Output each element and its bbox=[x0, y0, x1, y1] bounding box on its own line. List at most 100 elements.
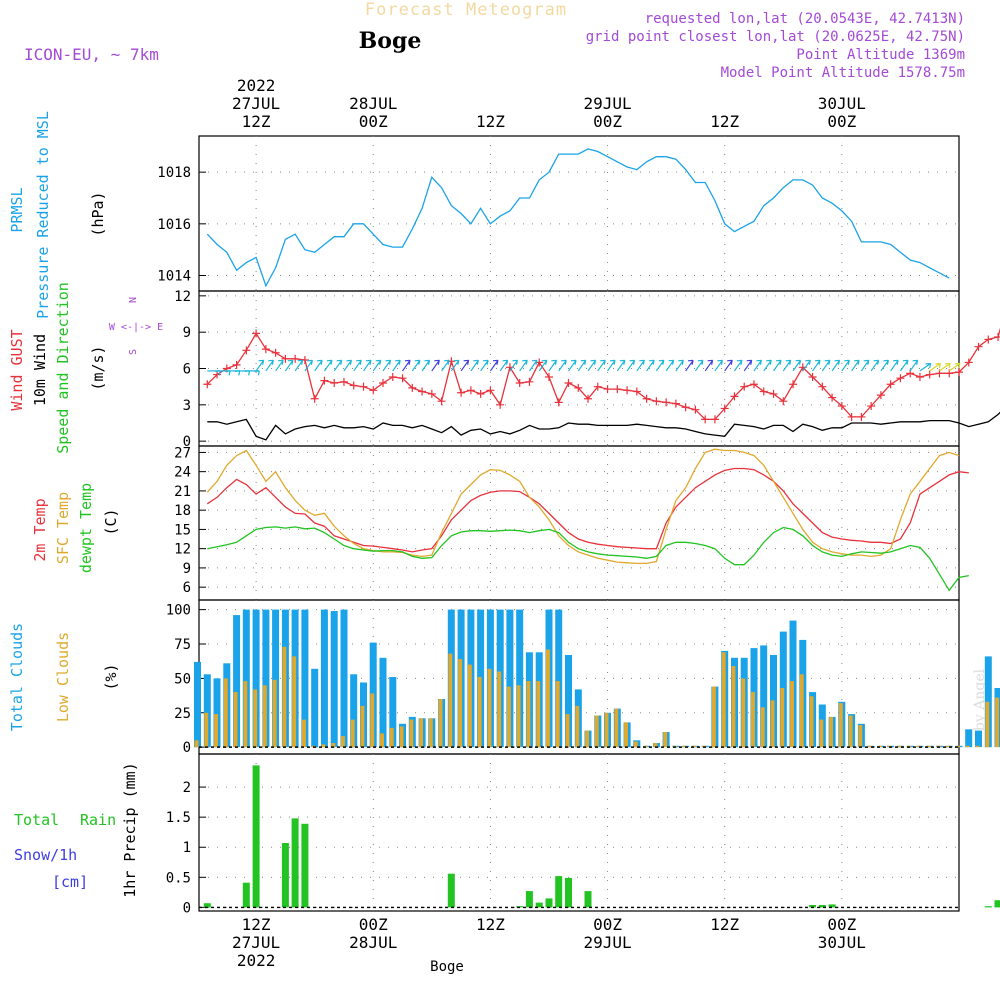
wind-direction-arrow bbox=[792, 359, 801, 372]
top-axis-hour: 12Z bbox=[476, 112, 505, 131]
panel-4-bar bbox=[223, 678, 228, 748]
panel-4-bar bbox=[428, 718, 433, 748]
panel-4-bar bbox=[379, 657, 387, 748]
panel-4-bar bbox=[194, 661, 201, 748]
wind-direction-arrow bbox=[450, 359, 460, 372]
panel-3-series-2m-temp bbox=[206, 467, 969, 553]
wind-direction-arrowhead bbox=[570, 359, 577, 365]
wind-direction-arrow bbox=[255, 359, 265, 372]
wind-direction-arrow bbox=[548, 359, 557, 372]
wind-direction-arrow bbox=[323, 359, 333, 372]
wind-direction-arrowhead bbox=[254, 370, 260, 376]
wind-direction-arrowhead bbox=[414, 359, 421, 365]
gust-point bbox=[671, 399, 680, 408]
wind-direction-arrowhead bbox=[619, 359, 626, 365]
panel-4-bar bbox=[389, 727, 394, 748]
temp-dewpt-label: dewpt Temp bbox=[77, 483, 95, 573]
gust-point bbox=[828, 393, 837, 402]
panel-4-bar bbox=[975, 730, 982, 748]
wind-direction-arrow bbox=[899, 359, 909, 372]
panel-4-bar bbox=[272, 609, 280, 748]
panel-4-bar bbox=[350, 674, 358, 748]
gust-point bbox=[701, 415, 710, 424]
panel-5-bar bbox=[242, 882, 250, 908]
wind-direction-arrowhead bbox=[844, 359, 850, 365]
gust-point bbox=[388, 372, 397, 381]
gust-point bbox=[876, 391, 885, 400]
temp-2m-label: 2m Temp bbox=[31, 498, 49, 561]
wind-direction-arrow bbox=[265, 359, 274, 372]
wind-direction-arrow bbox=[948, 363, 961, 372]
panel-4-bar bbox=[829, 716, 833, 748]
wind-direction-arrowhead bbox=[639, 359, 645, 365]
top-axis-hour: 00Z bbox=[593, 112, 622, 131]
wind-direction-arrowhead bbox=[541, 359, 548, 365]
wind-direction-arrow bbox=[685, 359, 694, 372]
panel-4-bar bbox=[203, 674, 211, 748]
gust-point bbox=[779, 397, 788, 406]
gust-point bbox=[749, 380, 758, 389]
wind-direction-arrow bbox=[763, 359, 772, 372]
wind-direction-arrowhead bbox=[444, 359, 450, 365]
gust-point bbox=[740, 382, 749, 391]
wind-direction-arrow bbox=[568, 359, 577, 372]
compass-north: N bbox=[128, 297, 139, 303]
gust-point bbox=[379, 379, 388, 388]
panel-4-bar bbox=[799, 674, 804, 748]
wind-direction-arrowhead bbox=[775, 359, 782, 365]
wind-direction-arrowhead bbox=[736, 359, 743, 365]
wind-direction-arrowhead bbox=[483, 359, 489, 365]
gust-point bbox=[466, 386, 475, 395]
wind-direction-arrow bbox=[460, 359, 470, 372]
wind-direction-arrow bbox=[392, 359, 401, 372]
panel-4-bar bbox=[360, 705, 365, 748]
compass-west-east: W <-|-> E bbox=[109, 322, 163, 333]
panel-5-bar bbox=[994, 900, 1000, 908]
gust-point bbox=[984, 335, 993, 344]
wind-direction-arrow bbox=[519, 359, 528, 372]
wind-direction-arrowhead bbox=[580, 359, 587, 365]
wind-direction-arrowhead bbox=[453, 359, 460, 365]
panel-4-bar bbox=[526, 681, 531, 748]
panel-4-ytick-label: 100 bbox=[166, 603, 191, 619]
panel-4-bar bbox=[555, 609, 563, 748]
wind-direction-arrowhead bbox=[629, 359, 636, 365]
gust-point bbox=[427, 389, 436, 398]
panel-5-bar bbox=[535, 902, 543, 908]
wind-direction-arrowhead bbox=[668, 359, 675, 365]
wind-direction-arrow bbox=[841, 359, 850, 372]
wind-direction-arrow bbox=[372, 359, 382, 372]
panel-4-bar bbox=[262, 685, 267, 748]
gust-point bbox=[564, 379, 573, 388]
wind-direction-arrowhead bbox=[912, 359, 919, 365]
gust-point bbox=[593, 382, 602, 391]
top-axis-hour: 00Z bbox=[827, 112, 856, 131]
gust-point bbox=[925, 370, 934, 379]
panel-4-bar bbox=[399, 726, 404, 748]
wind-direction-arrowhead bbox=[317, 359, 323, 365]
panel-4 bbox=[194, 609, 1000, 748]
wind-unit: (m/s) bbox=[89, 345, 107, 390]
model-label: ICON-EU, ~ 7km bbox=[24, 45, 159, 64]
panel-5-bar bbox=[252, 765, 260, 908]
panel-5-ytick-label: 1 bbox=[183, 840, 191, 856]
panel-4-bar bbox=[770, 700, 775, 748]
top-axis-date: 28JUL bbox=[349, 94, 397, 113]
wind-direction-arrow bbox=[880, 359, 889, 372]
panel-4-bar bbox=[624, 722, 628, 748]
panel-4-bar bbox=[311, 668, 319, 748]
gust-point bbox=[642, 394, 651, 403]
panel-2-ytick-label: 12 bbox=[174, 289, 191, 305]
wind-direction-arrowhead bbox=[717, 359, 723, 365]
wind-direction-arrow bbox=[714, 359, 723, 372]
top-axis-date: 27JUL bbox=[232, 94, 280, 113]
gust-point bbox=[955, 368, 963, 377]
panel-4-bar bbox=[594, 715, 599, 748]
panel-4-ytick-label: 0 bbox=[183, 740, 191, 756]
wind-direction-arrowhead bbox=[326, 359, 333, 365]
wind-direction-arrowhead bbox=[707, 359, 714, 365]
panel-4-bar bbox=[380, 733, 384, 748]
gust-point bbox=[974, 342, 983, 351]
panel-5-bar bbox=[818, 905, 826, 908]
gust-point bbox=[759, 387, 768, 396]
